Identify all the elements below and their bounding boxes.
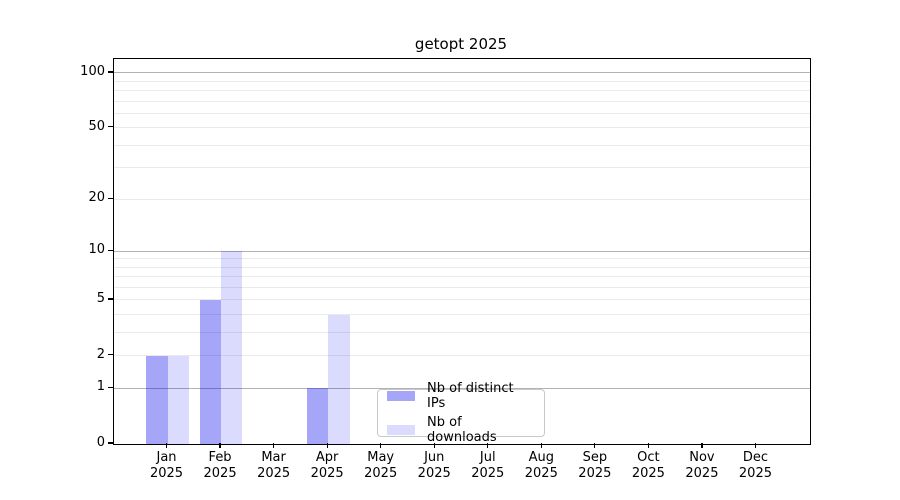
x-tick — [487, 443, 489, 448]
minor-gridline — [114, 90, 810, 92]
legend-label-downloads: Nb of downloads — [427, 415, 497, 445]
minor-gridline — [114, 144, 810, 146]
minor-gridline — [114, 258, 810, 260]
y-tick-label: 5 — [96, 290, 105, 306]
minor-gridline — [114, 355, 810, 357]
legend-item-distinct-ips: Nb of distinct IPs — [387, 381, 535, 411]
x-tick — [701, 443, 703, 448]
minor-gridline — [114, 299, 810, 301]
x-tick-label: Mar 2025 — [257, 450, 291, 481]
bar-distinct-ips — [146, 355, 168, 444]
x-tick — [433, 443, 435, 448]
major-gridline — [114, 387, 810, 389]
minor-gridline — [114, 266, 810, 268]
y-tick-label: 20 — [88, 190, 105, 206]
major-gridline — [114, 250, 810, 252]
y-tick-label: 100 — [80, 63, 105, 79]
x-tick — [219, 443, 221, 448]
major-gridline — [114, 72, 810, 74]
minor-gridline — [114, 314, 810, 316]
x-tick — [380, 443, 382, 448]
downloads-swatch-icon — [387, 425, 415, 435]
x-tick-label: Jun 2025 — [417, 450, 451, 481]
minor-gridline — [114, 276, 810, 278]
plot-area — [113, 58, 811, 445]
x-tick-label: Dec 2025 — [738, 450, 772, 481]
y-tick — [108, 126, 113, 128]
minor-gridline — [114, 198, 810, 200]
legend: Nb of distinct IPs Nb of downloads — [377, 381, 545, 445]
y-tick-label: 0 — [96, 435, 105, 450]
minor-gridline — [114, 80, 810, 82]
x-tick-label: Aug 2025 — [524, 450, 558, 481]
y-tick-label: 10 — [88, 242, 105, 258]
y-tick — [108, 386, 113, 388]
y-tick — [108, 71, 113, 73]
x-tick-label: Apr 2025 — [310, 450, 344, 481]
y-tick — [108, 197, 113, 199]
x-tick — [165, 443, 168, 448]
y-tick-label: 50 — [88, 118, 105, 134]
x-tick — [594, 443, 596, 448]
minor-gridline — [114, 112, 810, 114]
x-tick — [647, 443, 649, 448]
x-tick-label: Jan 2025 — [149, 450, 184, 481]
y-tick-label: 1 — [96, 379, 105, 395]
x-tick — [273, 443, 275, 448]
x-tick — [540, 443, 542, 448]
bar-distinct-ips — [199, 299, 222, 444]
minor-gridline — [114, 167, 810, 169]
minor-gridline — [114, 100, 810, 102]
y-tick-label: 2 — [96, 346, 105, 362]
bar-distinct-ips — [306, 388, 329, 444]
x-tick-label: May 2025 — [364, 450, 398, 481]
x-tick-label: Sep 2025 — [578, 450, 612, 481]
minor-gridline — [114, 287, 810, 289]
bar-downloads — [221, 251, 243, 444]
chart-title: getopt 2025 — [414, 35, 508, 53]
y-tick — [108, 442, 113, 444]
y-tick — [108, 249, 113, 251]
distinct-ips-swatch-icon — [387, 391, 415, 401]
minor-gridline — [114, 332, 810, 334]
bar-downloads — [167, 355, 189, 444]
x-tick — [326, 443, 328, 448]
x-tick-label: Feb 2025 — [203, 450, 237, 481]
x-tick-label: Nov 2025 — [685, 450, 719, 481]
legend-label-distinct-ips: Nb of distinct IPs — [427, 381, 514, 411]
x-tick-label: Oct 2025 — [631, 450, 665, 481]
y-tick — [108, 354, 113, 356]
bar-downloads — [328, 314, 350, 444]
x-tick — [754, 443, 757, 448]
y-tick — [108, 298, 113, 300]
minor-gridline — [114, 127, 810, 129]
x-tick-label: Jul 2025 — [471, 450, 505, 481]
legend-item-downloads: Nb of downloads — [387, 415, 535, 445]
